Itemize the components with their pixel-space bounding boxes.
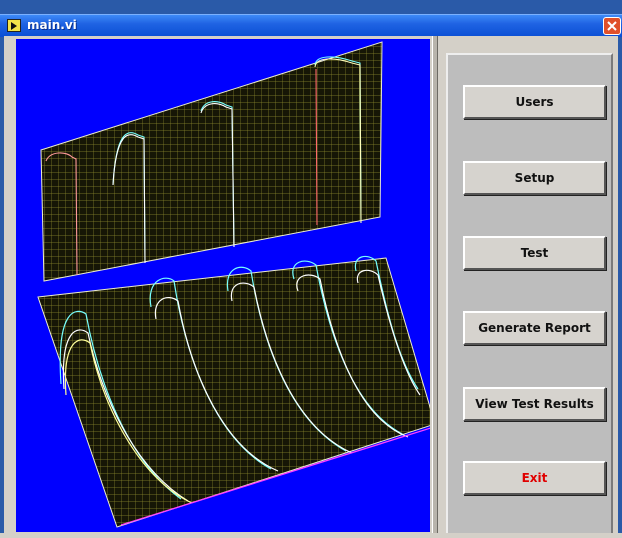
close-icon	[607, 21, 617, 31]
button-panel: Users Setup Test Generate Report View Te…	[446, 53, 613, 535]
graph-frame	[8, 36, 436, 538]
waveform-plot	[37, 41, 436, 528]
labview-vi-icon	[7, 19, 21, 32]
window-client-area: Users Setup Test Generate Report View Te…	[4, 36, 618, 538]
lower-waveform-panel	[37, 255, 436, 528]
splitter-bar[interactable]	[432, 36, 438, 538]
title-bar[interactable]: main.vi	[0, 14, 622, 37]
setup-button[interactable]: Setup	[463, 161, 606, 195]
exit-button[interactable]: Exit	[463, 461, 606, 495]
test-button[interactable]: Test	[463, 236, 606, 270]
upper-waveform-panel	[40, 41, 383, 282]
generate-report-button[interactable]: Generate Report	[463, 311, 606, 345]
window-title: main.vi	[27, 18, 77, 32]
window-bottom-border	[0, 533, 622, 538]
users-button[interactable]: Users	[463, 85, 606, 119]
view-test-results-button[interactable]: View Test Results	[463, 387, 606, 421]
waveform-graph	[16, 39, 436, 532]
close-button[interactable]	[603, 17, 621, 35]
